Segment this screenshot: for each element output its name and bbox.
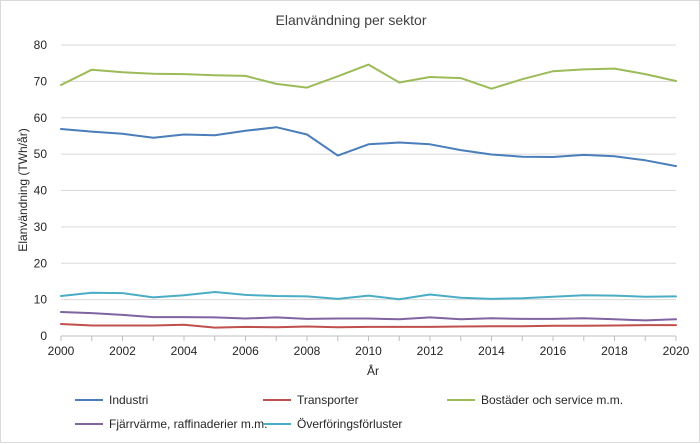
- axes: 0 10 20 30 40 50 60 70 80 2000 2002 2004 2006 2008 201…: [34, 38, 690, 358]
- chart-title: Elanvändning per sektor: [276, 12, 427, 28]
- series-line: [60, 311, 677, 322]
- y-tick-label: 80: [34, 38, 48, 52]
- legend-label: Bostäder och service m.m.: [481, 393, 623, 407]
- series-line: [60, 323, 677, 329]
- x-tick-label: 2004: [171, 344, 198, 358]
- x-tick-label: 2010: [355, 344, 382, 358]
- series-line: [60, 63, 677, 90]
- y-tick-label: 50: [34, 147, 48, 161]
- y-tick-label: 10: [34, 293, 48, 307]
- x-tick-label: 2014: [478, 344, 505, 358]
- y-axis-title: Elanvändning (TWh/år): [16, 128, 30, 251]
- y-tick-label: 60: [34, 111, 48, 125]
- x-tick-label: 2012: [417, 344, 444, 358]
- x-tick-label: 2020: [663, 344, 690, 358]
- y-tick-label: 30: [34, 220, 48, 234]
- y-tick-label: 0: [40, 329, 47, 343]
- series-lines: [60, 63, 677, 329]
- series-line: [60, 126, 677, 168]
- legend-label: Överföringsförluster: [297, 417, 402, 431]
- y-tick-label: 40: [34, 184, 48, 198]
- x-tick-label: 2008: [294, 344, 321, 358]
- legend: Industri Transporter Bostäder och service …: [75, 393, 623, 431]
- x-tick-label: 2000: [48, 344, 75, 358]
- y-tick-label: 20: [34, 256, 48, 270]
- x-axis-title: År: [367, 363, 379, 378]
- series-line: [60, 291, 677, 301]
- x-tick-label: 2006: [232, 344, 259, 358]
- legend-label: Industri: [109, 393, 148, 407]
- legend-label: Transporter: [297, 393, 359, 407]
- y-tick-label: 70: [34, 74, 48, 88]
- x-tick-label: 2016: [540, 344, 567, 358]
- x-tick-label: 2002: [109, 344, 136, 358]
- legend-label: Fjärrvärme, raffinaderier m.m.: [109, 417, 267, 431]
- x-tick-label: 2018: [601, 344, 628, 358]
- gridlines: [61, 44, 676, 301]
